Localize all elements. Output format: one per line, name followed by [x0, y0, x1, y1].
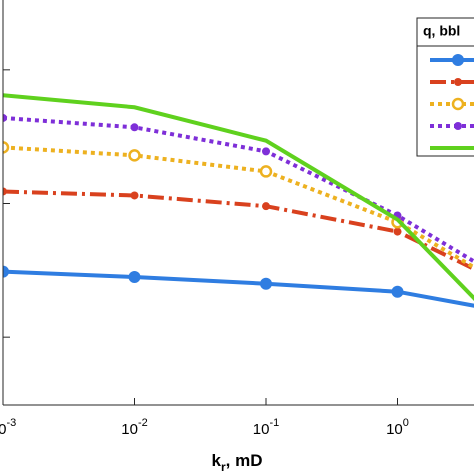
marker	[3, 265, 9, 278]
x-tick-label: 10-2	[121, 417, 147, 438]
x-tick-exponent: -2	[138, 417, 148, 429]
marker	[3, 113, 7, 122]
legend-marker	[454, 78, 462, 86]
marker	[128, 149, 141, 162]
marker	[391, 285, 404, 298]
series-line	[3, 269, 474, 308]
marker	[393, 227, 402, 236]
legend-marker	[451, 97, 465, 111]
x-tick-label: 100	[386, 417, 409, 438]
marker	[262, 147, 270, 156]
legend-marker	[454, 122, 462, 130]
x-tick-exponent: 0	[403, 417, 409, 429]
marker	[260, 277, 272, 290]
x-label-base: k	[212, 451, 222, 470]
x-tick-base: 10	[0, 421, 6, 438]
x-label-rest: , mD	[226, 451, 263, 470]
x-tick-base: 10	[253, 421, 270, 438]
x-tick-exponent: -1	[269, 417, 279, 429]
x-tick-label: 10-1	[253, 417, 279, 438]
marker	[128, 271, 141, 284]
marker	[3, 141, 10, 154]
x-axis-label: kr, mD	[212, 451, 263, 474]
marker	[262, 202, 270, 211]
legend-title: q, bbl	[423, 23, 460, 39]
marker	[130, 123, 139, 132]
x-label-sub: r	[221, 460, 226, 474]
x-tick-label: 10-3	[0, 417, 16, 438]
marker	[130, 191, 139, 200]
series-line	[3, 115, 474, 264]
marker	[259, 165, 273, 178]
marker	[3, 187, 7, 196]
legend-marker	[452, 54, 464, 66]
series-line	[3, 189, 474, 272]
legend: q, bbl	[416, 17, 474, 157]
x-tick-base: 10	[121, 421, 138, 438]
x-tick-base: 10	[386, 421, 403, 438]
series-line	[3, 93, 474, 301]
plot-area	[3, 93, 474, 308]
legend-box	[416, 17, 474, 157]
x-tick-exponent: -3	[6, 417, 16, 429]
